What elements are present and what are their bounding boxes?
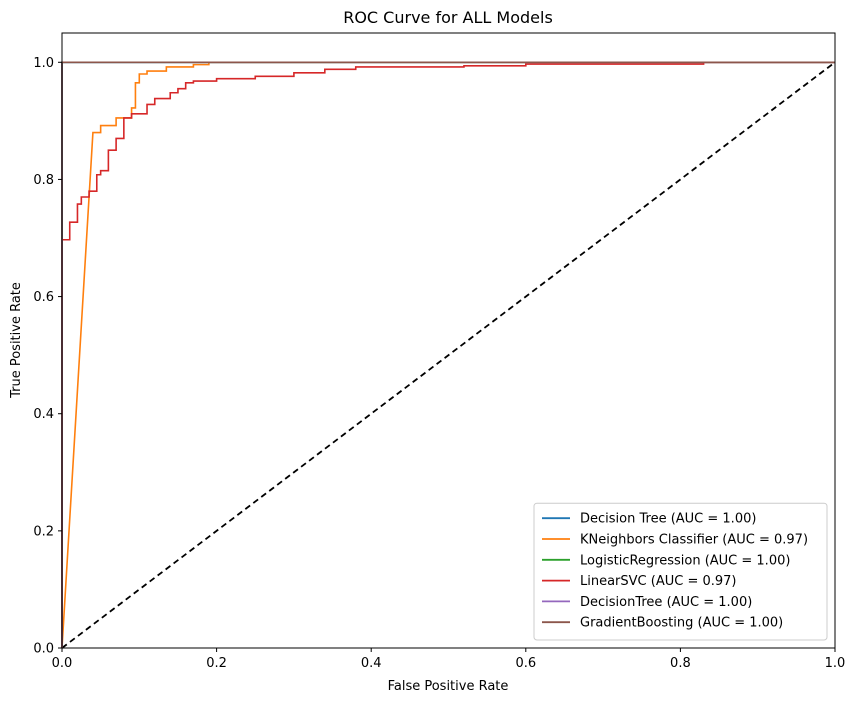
reference-line-chance: [61, 61, 836, 649]
legend-item-gradientboosting-auc-1-00: GradientBoosting (AUC = 1.00): [542, 616, 783, 631]
y-tick-label: 0.8: [33, 173, 54, 188]
y-tick-label: 0.4: [33, 407, 54, 422]
y-tick-label: 0.0: [33, 642, 54, 657]
chart-title: ROC Curve for ALL Models: [343, 8, 553, 27]
legend-item-logisticregression-auc-1-00: LogisticRegression (AUC = 1.00): [542, 553, 790, 568]
y-axis-label: True Positive Rate: [9, 282, 24, 399]
legend: Decision Tree (AUC = 1.00) KNeighbors Cla…: [533, 502, 828, 641]
y-axis: 0.0 0.2 0.4 0.6 0.8 1.0: [33, 56, 62, 657]
x-tick-label: 0.2: [206, 656, 227, 671]
series-line-linearsvc-auc-0-97: [61, 61, 835, 648]
legend-box: [533, 502, 828, 641]
legend-label: GradientBoosting (AUC = 1.00): [580, 616, 783, 631]
legend-label: Decision Tree (AUC = 1.00): [580, 512, 756, 527]
x-axis-label: False Positive Rate: [388, 679, 509, 694]
plot-frame: [61, 32, 836, 649]
legend-item-linearsvc-auc-0-97: LinearSVC (AUC = 0.97): [542, 574, 737, 589]
reference-layer: [61, 61, 836, 649]
legend-item-kneighbors-classifier-auc-0-97: KNeighbors Classifier (AUC = 0.97): [542, 533, 808, 548]
y-tick-label: 1.0: [33, 56, 54, 71]
legend-label: DecisionTree (AUC = 1.00): [580, 595, 752, 610]
legend-label: LinearSVC (AUC = 0.97): [580, 574, 737, 589]
legend-item-decision-tree-auc-1-00: Decision Tree (AUC = 1.00): [542, 512, 756, 527]
x-tick-label: 0.6: [515, 656, 536, 671]
x-tick-label: 0.4: [361, 656, 382, 671]
x-tick-label: 0.8: [670, 656, 691, 671]
y-tick-label: 0.2: [33, 524, 54, 539]
series-line-kneighbors-classifier-auc-0-97: [61, 61, 835, 649]
x-tick-label: 0.0: [52, 656, 73, 671]
legend-label: KNeighbors Classifier (AUC = 0.97): [580, 533, 808, 548]
legend-label: LogisticRegression (AUC = 1.00): [580, 553, 790, 568]
y-tick-label: 0.6: [33, 290, 54, 305]
legend-item-decisiontree-auc-1-00: DecisionTree (AUC = 1.00): [542, 595, 752, 610]
x-axis: 0.0 0.2 0.4 0.6 0.8 1.0: [52, 648, 846, 671]
x-tick-label: 1.0: [825, 656, 846, 671]
